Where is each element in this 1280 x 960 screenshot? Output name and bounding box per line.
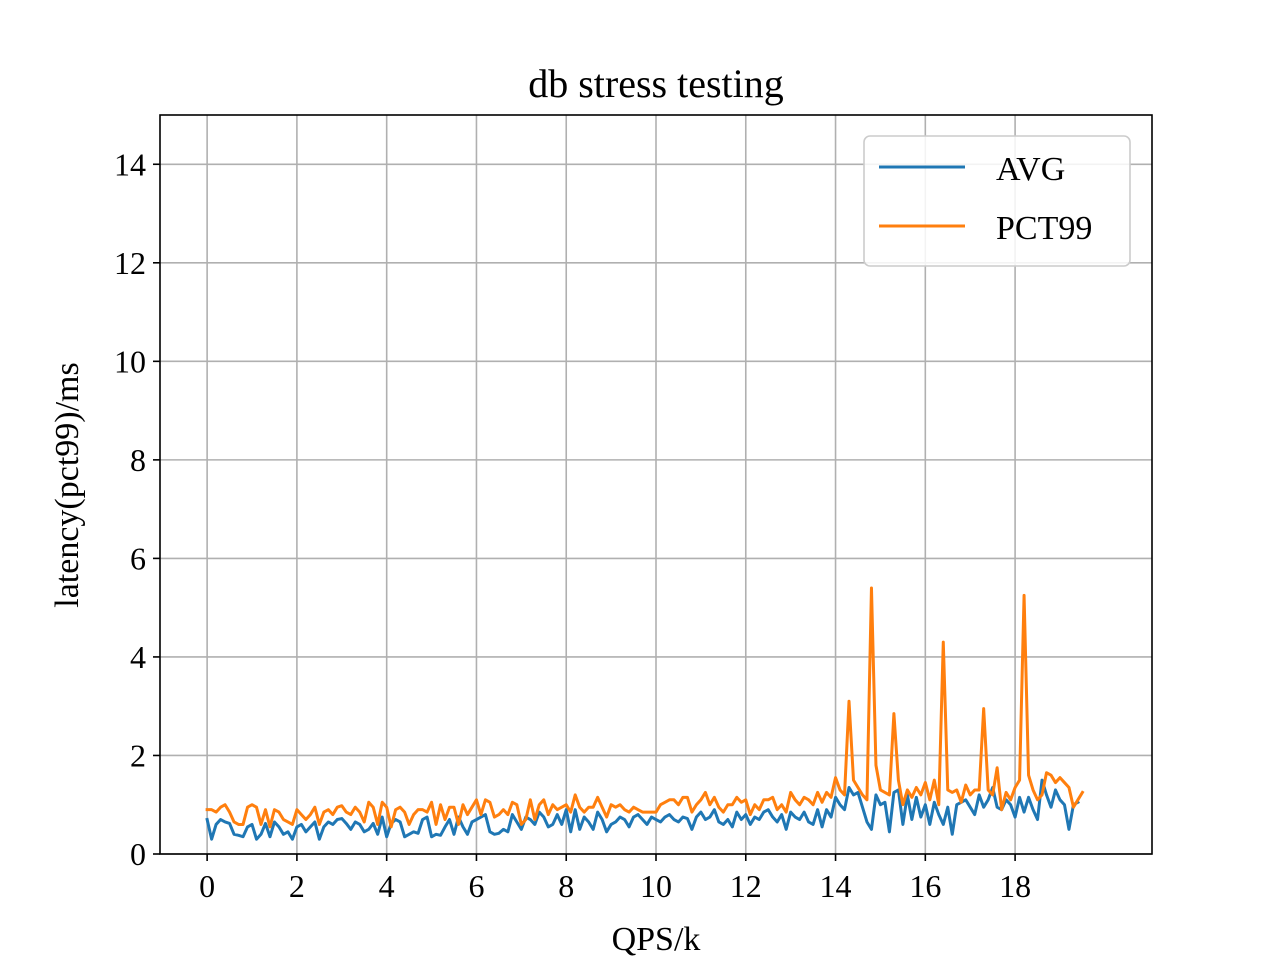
legend-label-avg: AVG bbox=[996, 151, 1065, 188]
y-tick-label: 8 bbox=[130, 442, 146, 478]
x-tick-label: 18 bbox=[999, 868, 1031, 904]
series-line-pct99 bbox=[205, 586, 1085, 829]
x-tick-label: 6 bbox=[468, 868, 484, 904]
x-tick-label: 4 bbox=[379, 868, 395, 904]
x-tick-label: 12 bbox=[730, 868, 762, 904]
y-axis-label: latency(pct99)/ms bbox=[49, 362, 86, 607]
y-tick-label: 10 bbox=[114, 343, 146, 379]
x-tick-label: 14 bbox=[820, 868, 852, 904]
x-tick-label: 10 bbox=[640, 868, 672, 904]
y-tick-label: 14 bbox=[114, 146, 146, 182]
x-tick-label: 0 bbox=[199, 868, 215, 904]
y-tick-label: 0 bbox=[130, 836, 146, 872]
y-tick-label: 6 bbox=[130, 540, 146, 576]
x-tick-label: 16 bbox=[909, 868, 941, 904]
axis-ticks: 0 2 4 6 8 10 12 14 16 18 0 2 4 6 8 10 12 14 bbox=[114, 146, 1031, 904]
series-lines bbox=[205, 586, 1085, 841]
x-tick-label: 2 bbox=[289, 868, 305, 904]
legend: AVG PCT99 bbox=[863, 135, 1131, 267]
series-line-avg bbox=[205, 778, 1080, 841]
x-axis-label: QPS/k bbox=[612, 921, 701, 958]
x-tick-label: 8 bbox=[558, 868, 574, 904]
y-tick-label: 4 bbox=[130, 639, 146, 675]
y-tick-label: 12 bbox=[114, 245, 146, 281]
y-tick-label: 2 bbox=[130, 737, 146, 773]
legend-label-pct99: PCT99 bbox=[996, 210, 1092, 247]
chart-title: db stress testing bbox=[528, 61, 784, 106]
